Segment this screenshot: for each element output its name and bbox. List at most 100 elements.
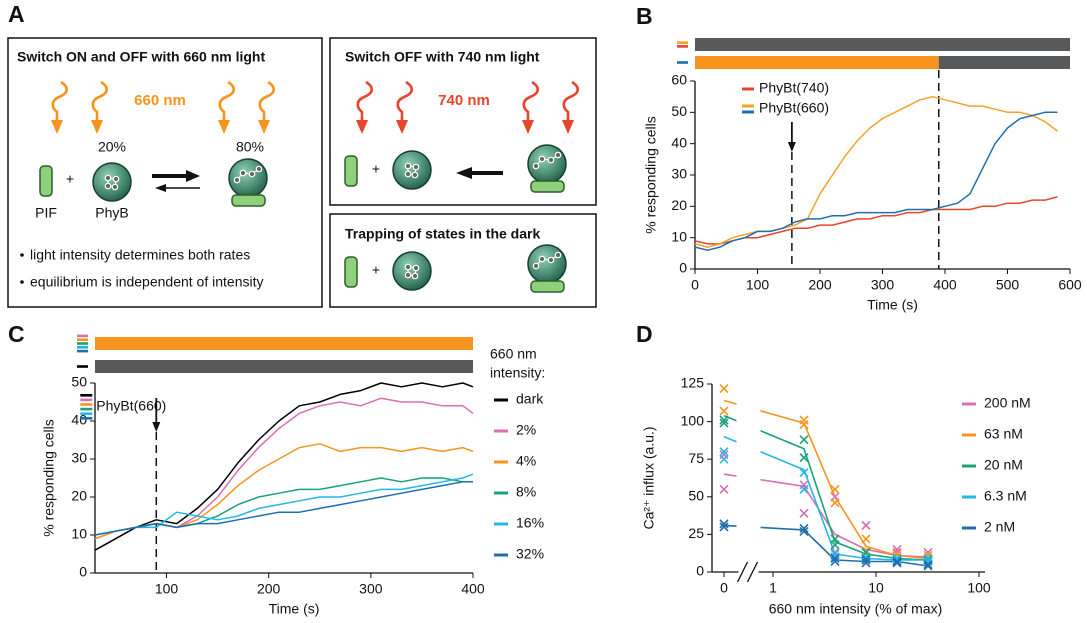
x-tick-label: 100 bbox=[746, 277, 770, 293]
light-bar-swatch bbox=[77, 365, 88, 368]
y-tick-label: 30 bbox=[671, 166, 687, 182]
light-bar bbox=[695, 56, 939, 69]
legend-label: 8% bbox=[516, 484, 536, 500]
x-tick-label: 200 bbox=[808, 277, 832, 293]
pif bbox=[231, 194, 266, 207]
light-bar-swatch bbox=[677, 45, 688, 48]
note: equilibrium is independent of intensity bbox=[30, 274, 263, 290]
data-point bbox=[719, 522, 729, 532]
legend-label: 2 nM bbox=[984, 519, 1015, 535]
y-tick-label: 50 bbox=[671, 103, 687, 119]
data-point bbox=[861, 520, 871, 530]
phyb bbox=[392, 150, 432, 190]
data-point bbox=[892, 556, 902, 567]
x-tick-label: 300 bbox=[871, 277, 895, 293]
y-tick-label: 20 bbox=[671, 197, 687, 213]
legend-label: 6.3 nM bbox=[984, 488, 1027, 504]
y-tick-label: 40 bbox=[71, 412, 87, 428]
light-label: 660 nm bbox=[134, 92, 186, 109]
plus: + bbox=[372, 161, 380, 177]
legend-label: PhyBt(660) bbox=[759, 100, 829, 116]
data-point bbox=[830, 556, 840, 567]
legend-bg bbox=[738, 100, 848, 118]
phyb-pif-complex bbox=[527, 144, 567, 184]
light-bar-swatch bbox=[77, 338, 88, 341]
y-tick-label: 100 bbox=[681, 412, 705, 428]
axis-break bbox=[736, 561, 749, 583]
annotation-swatch bbox=[80, 417, 93, 420]
x-tick-label: 200 bbox=[257, 581, 281, 597]
pif bbox=[530, 280, 565, 293]
light-bar-swatch bbox=[77, 342, 88, 345]
stimulus-arrowhead bbox=[152, 422, 161, 432]
bullet bbox=[20, 253, 24, 257]
series-line bbox=[694, 95, 1058, 248]
series-line bbox=[94, 397, 474, 540]
pif-label: PIF bbox=[35, 205, 57, 221]
phyb-pif-complex bbox=[527, 244, 567, 284]
data-point bbox=[923, 561, 933, 571]
y-tick-label: 25 bbox=[688, 525, 704, 541]
pif bbox=[39, 165, 53, 197]
x-tick-label: 500 bbox=[996, 277, 1020, 293]
equilibrium-arrows bbox=[152, 170, 200, 192]
annotation-swatch bbox=[80, 403, 93, 406]
y-axis-label: Ca²⁺ influx (a.u.) bbox=[641, 426, 657, 529]
data-point bbox=[830, 540, 840, 550]
light-label: 740 nm bbox=[438, 92, 490, 109]
y-tick-label: 20 bbox=[71, 488, 87, 504]
bullet bbox=[20, 280, 24, 284]
x-axis-label: Time (s) bbox=[269, 601, 320, 617]
data-point bbox=[861, 555, 871, 565]
data-point bbox=[799, 484, 809, 494]
data-point bbox=[861, 558, 871, 568]
legend-label: dark bbox=[516, 391, 544, 407]
y-tick-label: 10 bbox=[671, 228, 687, 244]
legend-title: intensity: bbox=[490, 365, 545, 381]
y-tick-label: 50 bbox=[688, 488, 704, 504]
x-tick-label: 10 bbox=[868, 580, 884, 596]
light-bar-swatch bbox=[77, 349, 88, 353]
data-point bbox=[830, 484, 840, 494]
legend-label: PhyBt(740) bbox=[759, 80, 829, 96]
data-point bbox=[719, 519, 729, 529]
plus: + bbox=[66, 171, 74, 187]
data-point bbox=[799, 435, 809, 445]
data-point bbox=[799, 523, 809, 533]
annotation: PhyBt(660) bbox=[96, 398, 166, 414]
data-point bbox=[719, 406, 729, 416]
x-tick-label: 1 bbox=[769, 580, 777, 596]
legend-bg bbox=[738, 80, 848, 98]
x-tick-label: 600 bbox=[1058, 277, 1082, 293]
light-arrow bbox=[520, 80, 540, 136]
light-bar bbox=[95, 337, 473, 350]
data-point bbox=[799, 468, 809, 478]
box-title: Switch OFF with 740 nm light bbox=[345, 49, 540, 65]
x-axis-label: 660 nm intensity (% of max) bbox=[769, 601, 943, 617]
series-line bbox=[723, 414, 929, 561]
panel-label: B bbox=[636, 3, 653, 29]
light-arrow bbox=[560, 80, 580, 136]
data-point bbox=[719, 447, 729, 457]
y-tick-label: 0 bbox=[79, 564, 87, 580]
y-tick-label: 0 bbox=[679, 260, 687, 276]
y-tick-label: 75 bbox=[688, 450, 704, 466]
y-tick-label: 10 bbox=[71, 526, 87, 542]
light-bar-swatch bbox=[677, 61, 688, 64]
y-tick-label: 30 bbox=[71, 450, 87, 466]
data-point bbox=[892, 555, 902, 565]
phyb-pif-complex bbox=[228, 158, 268, 198]
legend-label: 16% bbox=[516, 515, 544, 531]
axis-break bbox=[746, 561, 759, 583]
axis-break-gap bbox=[738, 570, 759, 575]
series-line bbox=[94, 473, 474, 536]
x-tick-label: 0 bbox=[720, 580, 728, 596]
fraction-label: 20% bbox=[98, 139, 126, 155]
light-arrow bbox=[89, 80, 109, 136]
y-axis-label: % responding cells bbox=[41, 419, 57, 537]
y-tick-label: 50 bbox=[71, 374, 87, 390]
data-point bbox=[799, 508, 809, 518]
data-point bbox=[923, 559, 933, 570]
